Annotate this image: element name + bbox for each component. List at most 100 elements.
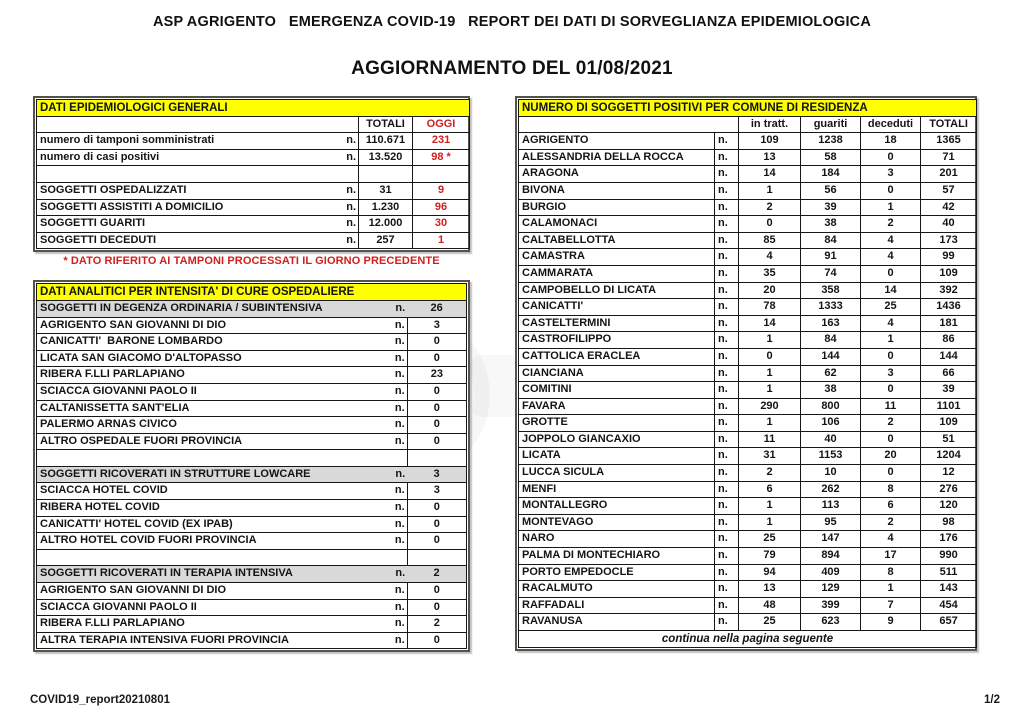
section-header-row: SOGGETTI RICOVERATI IN TERAPIA INTENSIVA…: [35, 565, 468, 584]
value-guariti: 84: [800, 231, 861, 250]
unit-label: n.: [377, 631, 408, 650]
value-totali: 110.671: [358, 132, 413, 150]
comune-name: RAFFADALI: [518, 596, 715, 615]
row-label: SOGGETTI IN DEGENZA ORDINARIA / SUBINTEN…: [35, 299, 378, 318]
row-value: 3: [406, 316, 468, 335]
value-oggi: 1: [411, 231, 471, 250]
value-totali: 257: [358, 231, 413, 250]
table-row: CAMMARATA n. 35 74 0 109: [518, 264, 978, 283]
unit-label: n.: [714, 414, 739, 432]
comuni-positives-table: NUMERO DI SOGGETTI POSITIVI PER COMUNE D…: [515, 96, 978, 651]
table-row: RIBERA F.LLI PARLAPIANO n. 23: [35, 366, 468, 384]
table-continuation-row: continua nella pagina seguente: [517, 630, 978, 648]
value-deceduti: 8: [860, 480, 921, 499]
section-header-row: SOGGETTI IN DEGENZA ORDINARIA / SUBINTEN…: [35, 299, 468, 318]
unit-label: n.: [330, 215, 359, 233]
unit-label: n.: [377, 432, 408, 451]
value-totali: 1436: [919, 298, 978, 316]
row-value: 0: [406, 399, 468, 418]
value-oggi: [411, 165, 471, 183]
table-row: SOGGETTI ASSISTITI A DOMICILIO n. 1.230 96: [36, 198, 471, 217]
table-row: ARAGONA n. 14 184 3 201: [518, 165, 978, 183]
table-row: LICATA n. 31 1153 20 1204: [518, 447, 978, 466]
row-label: RIBERA F.LLI PARLAPIANO: [35, 615, 378, 633]
table-row: CALAMONACI n. 0 38 2 40: [518, 215, 978, 233]
unit-label: n.: [377, 382, 408, 401]
comune-name: CIANCIANA: [518, 364, 715, 383]
value-totali: 454: [919, 596, 978, 615]
value-guariti: 399: [800, 596, 861, 615]
value-deceduti: 0: [860, 381, 921, 399]
value-in-tratt: 1: [738, 381, 801, 399]
comune-name: MONTALLEGRO: [518, 497, 715, 515]
value-deceduti: 4: [860, 530, 921, 549]
value-deceduti: 20: [860, 447, 921, 466]
row-label: LICATA SAN GIACOMO D'ALTOPASSO: [35, 349, 378, 368]
value-deceduti: 11: [860, 397, 921, 416]
value-deceduti: 1: [860, 580, 921, 598]
column-header-oggi: OGGI: [411, 115, 471, 134]
value-in-tratt: 85: [738, 231, 801, 250]
value-totali: 392: [919, 281, 978, 300]
value-deceduti: 14: [860, 281, 921, 300]
row-label: AGRIGENTO SAN GIOVANNI DI DIO: [35, 316, 378, 335]
value-guariti: 84: [800, 331, 861, 349]
value-guariti: 147: [800, 530, 861, 549]
value-in-tratt: 25: [738, 530, 801, 549]
row-value: 0: [406, 432, 468, 451]
value-guariti: 623: [800, 613, 861, 631]
unit-label: n.: [377, 416, 408, 434]
report-update-date: AGGIORNAMENTO DEL 01/08/2021: [351, 58, 673, 79]
row-value: 0: [406, 416, 468, 434]
value-totali: 40: [919, 215, 978, 233]
unit-label: n.: [714, 547, 739, 565]
value-guariti: 163: [800, 314, 861, 333]
row-value: 0: [406, 349, 468, 368]
value-totali: 109: [919, 414, 978, 432]
table-title-row: DATI ANALITICI PER INTENSITA' DI CURE OS…: [36, 283, 467, 301]
header-spacer: [36, 115, 331, 134]
value-guariti: 1153: [800, 447, 861, 466]
report-title: ASP AGRIGENTO EMERGENZA COVID-19 REPORT …: [152, 14, 872, 30]
row-value: 0: [406, 582, 468, 600]
comune-name: CASTROFILIPPO: [518, 331, 715, 349]
value-guariti: 409: [800, 563, 861, 582]
table-row: CANICATTI' n. 78 1333 25 1436: [518, 298, 978, 316]
row-value: 0: [406, 631, 468, 650]
table-row: SOGGETTI DECEDUTI n. 257 1: [36, 231, 471, 250]
unit-label: n.: [377, 482, 408, 501]
unit-label: n.: [714, 580, 739, 598]
value-totali: 71: [919, 148, 978, 167]
value-totali: 86: [919, 331, 978, 349]
value-totali: 66: [919, 364, 978, 383]
comune-name: BURGIO: [518, 198, 715, 217]
unit-label: n.: [714, 613, 739, 631]
hospital-care-table-grid: DATI ANALITICI PER INTENSITA' DI CURE OS…: [35, 283, 468, 650]
general-data-table-grid: DATI EPIDEMIOLOGICI GENERALI TOTALI OGGI nu…: [35, 99, 471, 250]
comune-name: CALAMONACI: [518, 215, 715, 233]
value-deceduti: 0: [860, 347, 921, 366]
value-guariti: 113: [800, 497, 861, 515]
value-in-tratt: 35: [738, 264, 801, 283]
unit-label: n.: [377, 316, 408, 335]
unit-label: [377, 548, 408, 567]
table-row: CALTABELLOTTA n. 85 84 4 173: [518, 231, 978, 250]
table-row: PALMA DI MONTECHIARO n. 79 894 17 990: [518, 547, 978, 565]
table-row: CALTANISSETTA SANT'ELIA n. 0: [35, 399, 468, 418]
value-deceduti: 4: [860, 231, 921, 250]
value-in-tratt: 0: [738, 347, 801, 366]
unit-label: n.: [714, 530, 739, 549]
value-deceduti: 25: [860, 298, 921, 316]
table-row: ALESSANDRIA DELLA ROCCA n. 13 58 0 71: [518, 148, 978, 167]
table-row: LUCCA SICULA n. 2 10 0 12: [518, 464, 978, 482]
document-filename: COVID19_report20210801: [30, 694, 170, 706]
row-value: [406, 449, 468, 467]
table-row: CANICATTI' HOTEL COVID (EX IPAB) n. 0: [35, 515, 468, 534]
comune-name: CANICATTI': [518, 298, 715, 316]
table-title-row: DATI EPIDEMIOLOGICI GENERALI: [35, 99, 471, 117]
unit-label: n.: [377, 499, 408, 517]
value-deceduti: 6: [860, 497, 921, 515]
row-label: AGRIGENTO SAN GIOVANNI DI DIO: [35, 582, 378, 600]
value-deceduti: 0: [860, 464, 921, 482]
table-row: SOGGETTI GUARITI n. 12.000 30: [36, 215, 471, 233]
